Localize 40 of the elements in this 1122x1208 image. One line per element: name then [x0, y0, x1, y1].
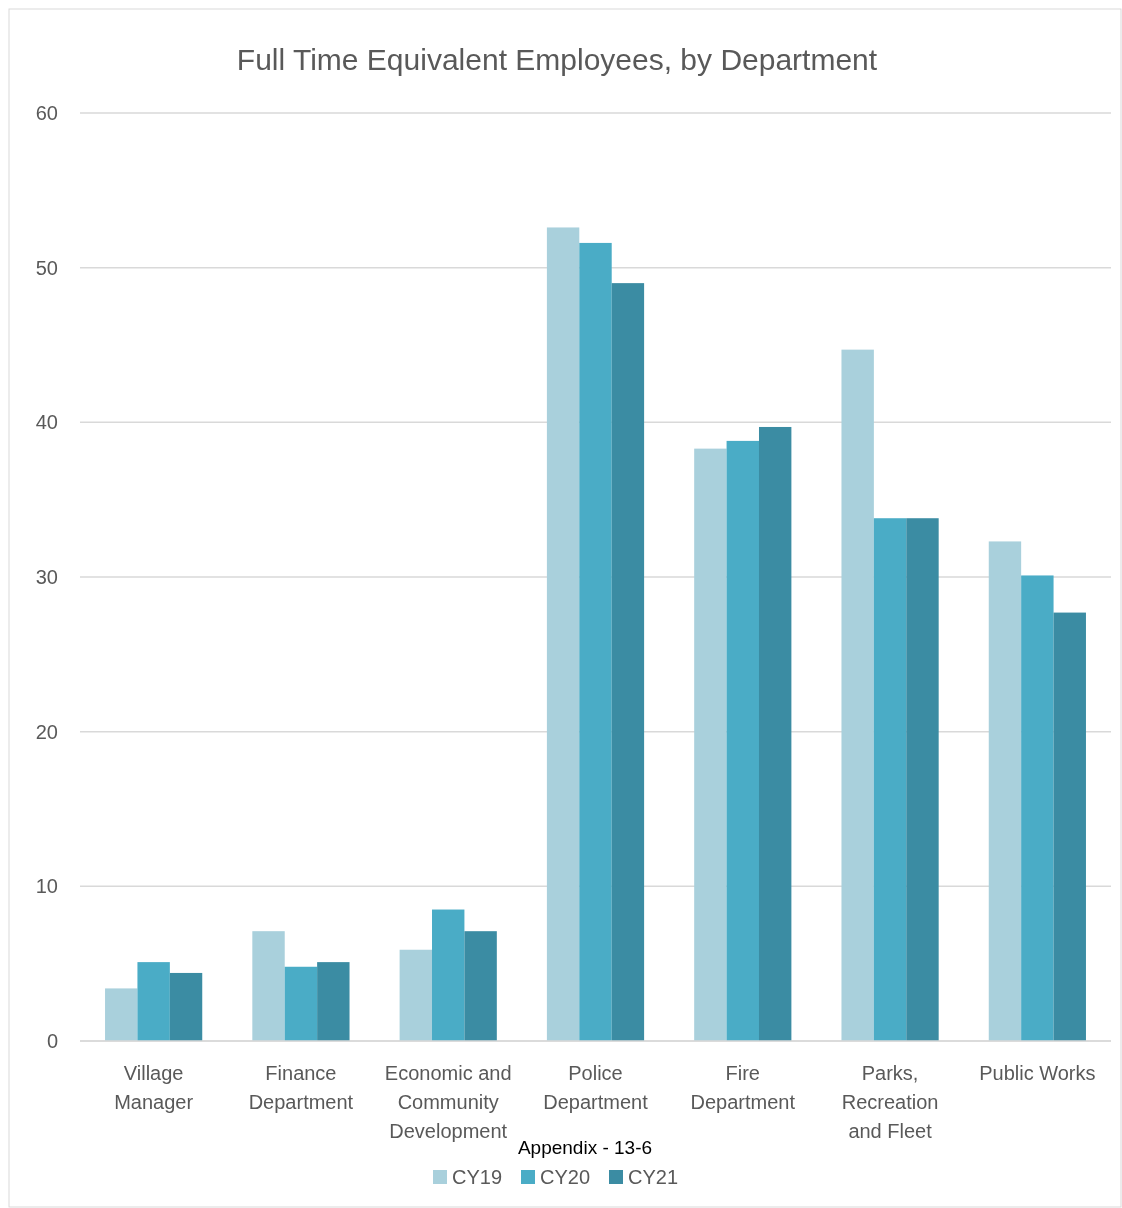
- y-tick-label: 20: [35, 720, 58, 743]
- y-tick-label: 60: [35, 102, 58, 124]
- y-tick-label: 50: [35, 256, 58, 279]
- legend-label: CY19: [452, 1166, 503, 1188]
- x-tick-label: Village Manager: [114, 1062, 194, 1113]
- bar: [284, 966, 318, 1041]
- bar: [873, 518, 907, 1041]
- x-tick-label: Public Works: [979, 1062, 1096, 1084]
- y-tick-label: 30: [35, 566, 58, 588]
- bar: [432, 909, 465, 1041]
- bar: [841, 349, 874, 1041]
- bar: [758, 426, 792, 1041]
- legend-label: CY20: [540, 1166, 591, 1188]
- x-tick-label: Economic and Community Development: [384, 1062, 512, 1142]
- y-tick-label: 10: [35, 875, 58, 898]
- text: Appendix - 13-6: [517, 1137, 653, 1158]
- legend-label: CY21: [628, 1166, 679, 1188]
- bar: [906, 518, 939, 1041]
- x-tick-label: Fire Department: [690, 1062, 796, 1113]
- bar: [169, 972, 203, 1041]
- bar: [137, 962, 170, 1041]
- bar: [546, 227, 580, 1041]
- y-tick-label: 40: [35, 411, 58, 434]
- bar: [105, 988, 138, 1041]
- x-tick-label: Police Department: [543, 1062, 649, 1113]
- bar: [694, 448, 727, 1041]
- bar: [252, 931, 285, 1041]
- bar: [399, 949, 433, 1041]
- bar: [611, 283, 645, 1041]
- bar: [988, 541, 1022, 1041]
- x-tick-label: Finance Department: [248, 1062, 354, 1113]
- bar: [317, 962, 350, 1041]
- y-tick-label: 0: [46, 1030, 58, 1052]
- bar: [1053, 612, 1086, 1041]
- bar: [1021, 575, 1054, 1041]
- bar: [579, 242, 612, 1041]
- bar: [726, 440, 759, 1041]
- chart-title: Full Time Equivalent Employees, by Department: [236, 43, 878, 76]
- bar: [464, 931, 497, 1041]
- x-tick-label: Parks, Recreation and Fleet: [841, 1062, 939, 1142]
